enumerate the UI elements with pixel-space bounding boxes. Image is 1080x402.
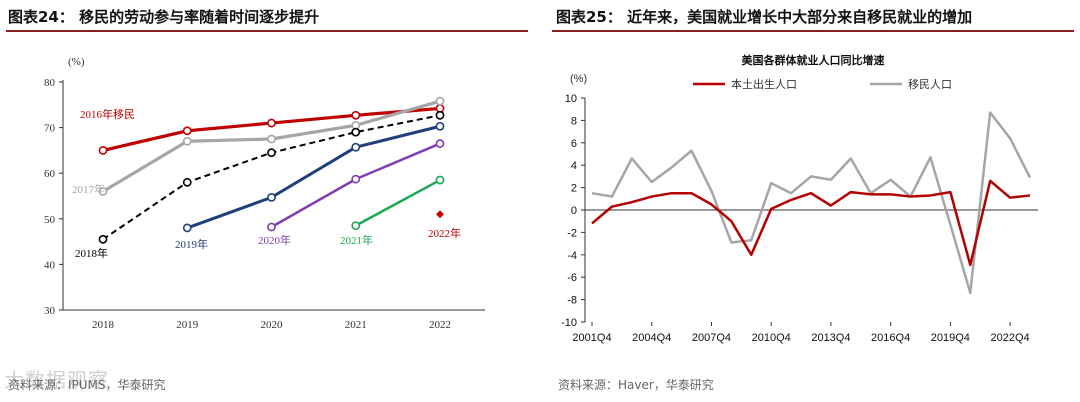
y-tick-label: 60 <box>44 168 56 180</box>
x-tick-label: 2019Q4 <box>931 332 970 344</box>
series-label: 2021年 <box>340 233 373 247</box>
series-line-1 <box>102 99 441 193</box>
series-label: 2022年 <box>428 226 461 240</box>
left-chart: (%) 30 40 50 60 70 80 2018 2019 2020 2021 2022 2016年… <box>44 56 485 331</box>
data-point-2022 <box>436 210 444 219</box>
right-title-rule <box>552 30 1074 32</box>
right-inner-title: 美国各群体就业人口同比增速 <box>742 53 885 67</box>
x-tick-label: 2021 <box>345 319 367 331</box>
series-label: 2018年 <box>75 246 108 260</box>
series-line-5 <box>355 178 441 227</box>
series-label: 2019年 <box>175 237 208 251</box>
y-tick-label: -10 <box>561 317 577 329</box>
right-chart: 美国各群体就业人口同比增速 (%) 本土出生人口 移民人口 -10 -8 -6 -4 -2 0 2 4… <box>561 53 1038 344</box>
y-tick-label: 80 <box>44 77 56 89</box>
y-tick-label: 2 <box>571 183 577 195</box>
data-point <box>351 174 361 184</box>
data-point <box>351 221 361 231</box>
left-chart-title: 图表24： 移民的劳动参与率随着时间逐步提升 <box>8 8 320 26</box>
right-source: 资料来源：Haver，华泰研究 <box>558 378 714 392</box>
data-point <box>98 146 108 155</box>
y-tick-label: 10 <box>565 93 577 105</box>
y-tick-label: 8 <box>571 115 577 127</box>
data-point <box>267 192 276 202</box>
data-point <box>267 118 276 128</box>
data-point <box>351 110 361 120</box>
series-line-2 <box>102 114 441 241</box>
series-label: 2017年 <box>72 182 105 196</box>
data-point <box>267 134 276 144</box>
x-tick-label: 2022 <box>429 319 451 331</box>
left-source: 资料来源：IPUMS，华泰研究 <box>8 378 166 392</box>
series-label: 2020年 <box>258 233 291 247</box>
data-point <box>435 139 445 148</box>
x-tick-label: 2019 <box>176 319 199 331</box>
series-line-immigrant <box>591 111 1032 295</box>
data-point <box>267 222 276 232</box>
data-point <box>267 148 276 158</box>
y-tick-label: 4 <box>571 160 577 172</box>
x-tick-label: 2022Q4 <box>991 332 1030 344</box>
data-point <box>435 96 445 106</box>
x-tick-label: 2001Q4 <box>572 332 611 344</box>
y-tick-label: -6 <box>567 272 577 284</box>
y-tick-label: -8 <box>567 295 577 307</box>
data-point <box>182 177 192 187</box>
left-title-rule <box>6 30 528 32</box>
x-tick-label: 2013Q4 <box>811 332 850 344</box>
x-tick-label: 2016Q4 <box>871 332 910 344</box>
y-tick-label: -4 <box>567 250 577 262</box>
right-chart-title: 图表25： 近年来，美国就业增长中大部分来自移民就业的增加 <box>556 8 973 26</box>
y-tick-label: 30 <box>44 305 56 317</box>
data-point <box>435 121 445 131</box>
y-unit-label: (%) <box>68 56 85 68</box>
series-label: 2016年移民 <box>80 107 135 121</box>
data-point <box>182 126 192 136</box>
watermark: 大数据观察 <box>4 368 109 392</box>
series-line-native <box>591 179 1031 267</box>
y-tick-label: -2 <box>567 227 577 239</box>
data-point <box>351 127 361 137</box>
data-point <box>435 175 445 185</box>
y-tick-label: 40 <box>44 259 56 271</box>
y-tick-label: 70 <box>44 123 56 135</box>
y-unit-label: (%) <box>570 73 587 85</box>
x-tick-label: 2010Q4 <box>752 332 791 344</box>
legend-label-immigrant: 移民人口 <box>908 78 952 91</box>
data-point <box>98 234 108 244</box>
x-tick-label: 2004Q4 <box>632 332 671 344</box>
series-line-4 <box>270 142 441 229</box>
y-tick-label: 0 <box>571 205 577 217</box>
y-tick-label: 50 <box>44 214 56 226</box>
data-point <box>435 110 445 120</box>
data-point <box>182 223 192 233</box>
data-point <box>98 187 108 196</box>
data-point <box>351 142 361 152</box>
series-line-3 <box>186 124 441 230</box>
y-tick-label: 6 <box>571 138 577 150</box>
x-tick-label: 2007Q4 <box>692 332 731 344</box>
legend-label-native: 本土出生人口 <box>731 77 797 91</box>
x-tick-label: 2020 <box>261 319 284 331</box>
x-tick-label: 2018 <box>92 319 115 331</box>
data-point <box>182 136 192 146</box>
